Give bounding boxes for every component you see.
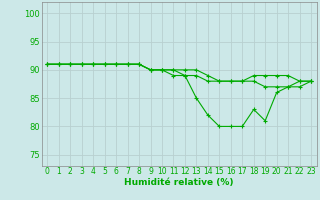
X-axis label: Humidité relative (%): Humidité relative (%) — [124, 178, 234, 187]
